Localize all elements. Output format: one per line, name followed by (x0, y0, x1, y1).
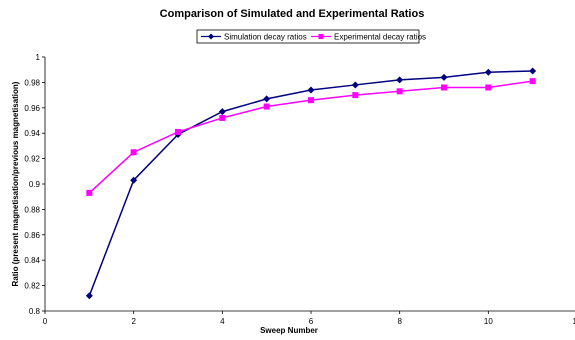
legend-simulation-marker (208, 33, 214, 40)
legend-experimental-marker (318, 34, 324, 39)
x-tick-label: 6 (309, 317, 314, 326)
series-line-simulation (88, 70, 533, 297)
y-axis-title: Ratio (present magnetisation/previous ma… (11, 81, 20, 286)
experimental-data-point (529, 78, 536, 85)
x-tick-label: 10 (484, 317, 493, 326)
legend-experimental-label: Experimental decay ratios (334, 33, 426, 42)
y-tick-label: 0.92 (24, 155, 40, 164)
y-tick-label: 0.96 (24, 104, 40, 113)
plot-area: 0.80.820.840.860.880.90.920.940.960.981 … (24, 53, 575, 326)
experimental-data-point (485, 84, 492, 91)
experimental-data-point (396, 88, 403, 95)
experimental-data-point (352, 92, 359, 99)
simulation-data-point (130, 176, 138, 184)
y-tick-label: 0.82 (24, 282, 40, 291)
experimental-data-point (219, 114, 226, 121)
x-tick-label: 0 (43, 317, 48, 326)
x-axis: 0 2 4 6 8 10 12 (43, 311, 575, 326)
experimental-data-point (308, 97, 314, 104)
y-tick-label: 0.84 (24, 256, 40, 265)
y-tick-label: 0.98 (24, 78, 40, 87)
chart-title: Comparison of Simulated and Experimental… (160, 8, 425, 20)
simulation-data-point (351, 81, 359, 89)
simulation-data-point (529, 67, 537, 75)
simulation-data-point (307, 86, 315, 94)
simulation-data-point (218, 108, 226, 116)
experimental-data-point (86, 189, 93, 196)
simulation-data-point (440, 73, 448, 81)
legend-box (196, 29, 420, 44)
x-axis-title: Sweep Number (260, 326, 318, 335)
experimental-data-point (130, 149, 137, 156)
simulation-data-point (263, 95, 271, 103)
experimental-data-point (263, 103, 270, 110)
simulation-data-point (396, 76, 404, 84)
series-group (85, 67, 537, 300)
y-tick-label: 1 (36, 53, 41, 62)
x-tick-label: 4 (220, 317, 225, 326)
y-tick-label: 0.86 (24, 231, 40, 240)
y-tick-label: 0.9 (29, 180, 41, 189)
experimental-data-point (175, 128, 181, 135)
y-tick-label: 0.94 (24, 129, 40, 138)
x-tick-label: 2 (131, 317, 136, 326)
simulation-data-point (85, 292, 93, 300)
x-tick-label: 12 (573, 317, 575, 326)
experimental-data-point (441, 84, 447, 91)
simulation-data-point (484, 68, 492, 76)
y-axis: 0.8 0.82 0.84 0.86 0.88 0.9 0.92 0.94 0.96 0.98 1 (24, 53, 45, 316)
y-tick-label: 0.8 (29, 307, 41, 316)
x-tick-label: 8 (397, 317, 402, 326)
legend-simulation-label: Simulation decay ratios (224, 33, 307, 42)
legend: Simulation decay ratios Experimental dec… (196, 29, 426, 44)
y-tick-label: 0.88 (24, 205, 40, 214)
